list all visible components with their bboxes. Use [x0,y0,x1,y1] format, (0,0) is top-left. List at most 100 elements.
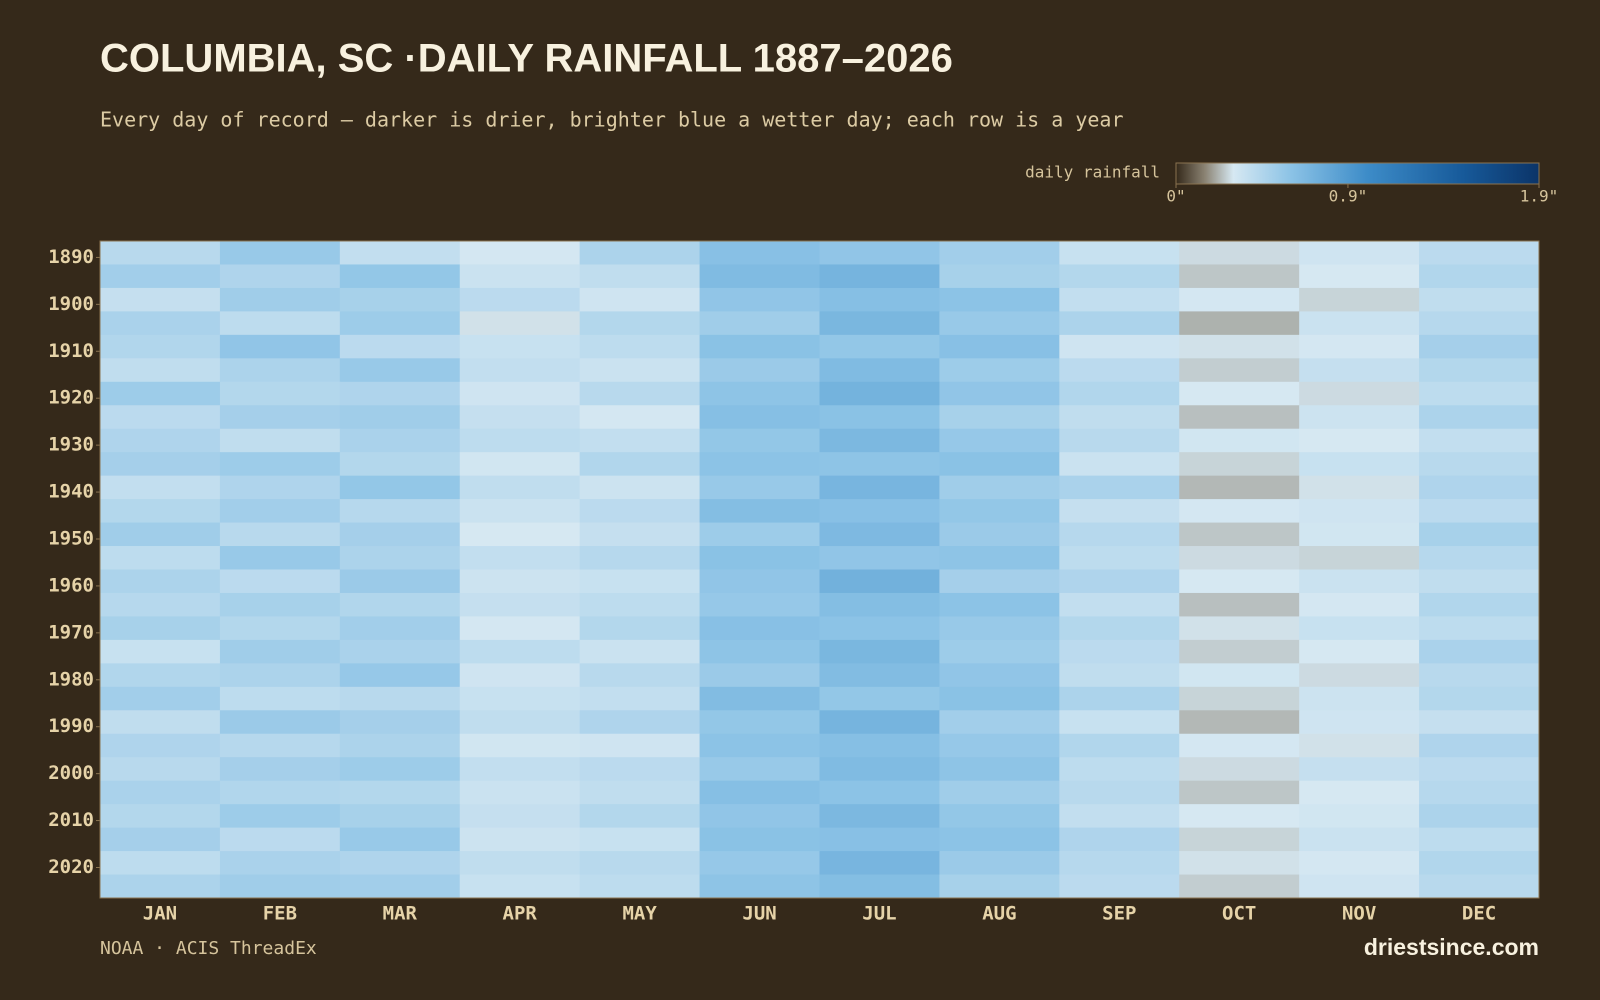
heat-cell [819,874,940,899]
heat-cell [1179,663,1300,688]
heat-cell [1059,522,1180,547]
heat-cell [1059,287,1180,312]
heat-cell [1179,827,1300,852]
heat-cell [1059,381,1180,406]
heat-cell [1419,358,1540,383]
heat-cell [219,381,341,406]
heat-cell [219,733,341,758]
y-tick-label: 1970 [48,621,94,643]
heat-cell [939,405,1060,430]
heat-cell [579,546,701,570]
heat-cell [1299,452,1420,477]
y-tick-label: 1990 [48,715,94,737]
colorbar-tick-label: 1.9" [1520,187,1559,206]
heat-cell [939,241,1060,265]
heat-cell [1299,804,1420,829]
heat-cell [100,569,221,594]
heat-cell [100,639,221,664]
heat-cell [219,592,341,617]
heat-cell [699,780,820,805]
heat-cell [1419,334,1540,359]
heat-cell [459,334,581,359]
heat-cell [939,757,1060,782]
heat-cell [1419,311,1540,336]
heat-cell [219,264,341,289]
heat-cell [219,358,341,383]
heat-cell [1419,616,1540,641]
heat-cell [579,287,701,312]
heat-cell [579,733,701,758]
heat-cell [1299,475,1420,500]
heat-cell [459,405,581,430]
heat-cell [100,757,221,782]
heat-cell [100,311,221,336]
heat-cell [219,546,341,570]
x-tick-label: SEP [1102,903,1136,925]
heat-cell [219,405,341,430]
x-tick-label: DEC [1462,903,1496,925]
heat-cell [219,639,341,664]
heat-cell [1059,710,1180,735]
heat-cell [699,522,820,547]
heat-cell [1419,546,1540,570]
heat-cell [1179,569,1300,594]
heat-cell [939,569,1060,594]
heat-cell [339,616,461,641]
heat-cell [819,686,940,711]
heat-cell [819,381,940,406]
heat-cell [459,358,581,383]
heat-cell [579,592,701,617]
heat-cell [339,804,461,829]
heat-cell [939,311,1060,336]
heat-cell [1299,827,1420,852]
x-tick-label: AUG [982,903,1016,925]
colorbar-tick-label: 0.9" [1329,187,1368,206]
heat-cell [459,499,581,524]
heat-cell [819,592,940,617]
heat-cell [1299,780,1420,805]
heat-cell [459,428,581,453]
heat-cell [819,452,940,477]
plot-frame [99,240,1540,899]
heat-cell [1299,522,1420,547]
heat-cell [579,475,701,500]
heat-cell [699,546,820,570]
heat-cell [459,241,581,265]
heat-cell [939,287,1060,312]
heat-cell [819,733,940,758]
heat-cell [219,569,341,594]
heat-cell [1179,452,1300,477]
heat-cell [699,851,820,876]
heat-cell [939,499,1060,524]
heat-cell [459,663,581,688]
heat-cell [819,522,940,547]
heat-cell [459,804,581,829]
heat-cell [699,264,820,289]
heat-cell [1299,241,1420,265]
heat-cell [939,381,1060,406]
heat-cell [579,311,701,336]
heat-cell [459,827,581,852]
heat-cell [1299,264,1420,289]
heat-cell [1299,334,1420,359]
heat-cell [1419,405,1540,430]
heat-cell [699,358,820,383]
heat-cell [939,428,1060,453]
heat-cell [339,241,461,265]
heat-cell [1179,804,1300,829]
heat-cell [459,287,581,312]
source: NOAA · ACIS ThreadEx [100,938,317,959]
heat-cell [1059,686,1180,711]
heat-cell [699,452,820,477]
y-tick-label: 1890 [48,246,94,268]
heat-cell [1179,639,1300,664]
heat-cell [699,311,820,336]
heat-cell [939,522,1060,547]
heat-cell [699,475,820,500]
heat-cell [939,616,1060,641]
heat-cell [459,381,581,406]
heat-cell [219,241,341,265]
heat-cell [219,827,341,852]
heat-cell [819,287,940,312]
